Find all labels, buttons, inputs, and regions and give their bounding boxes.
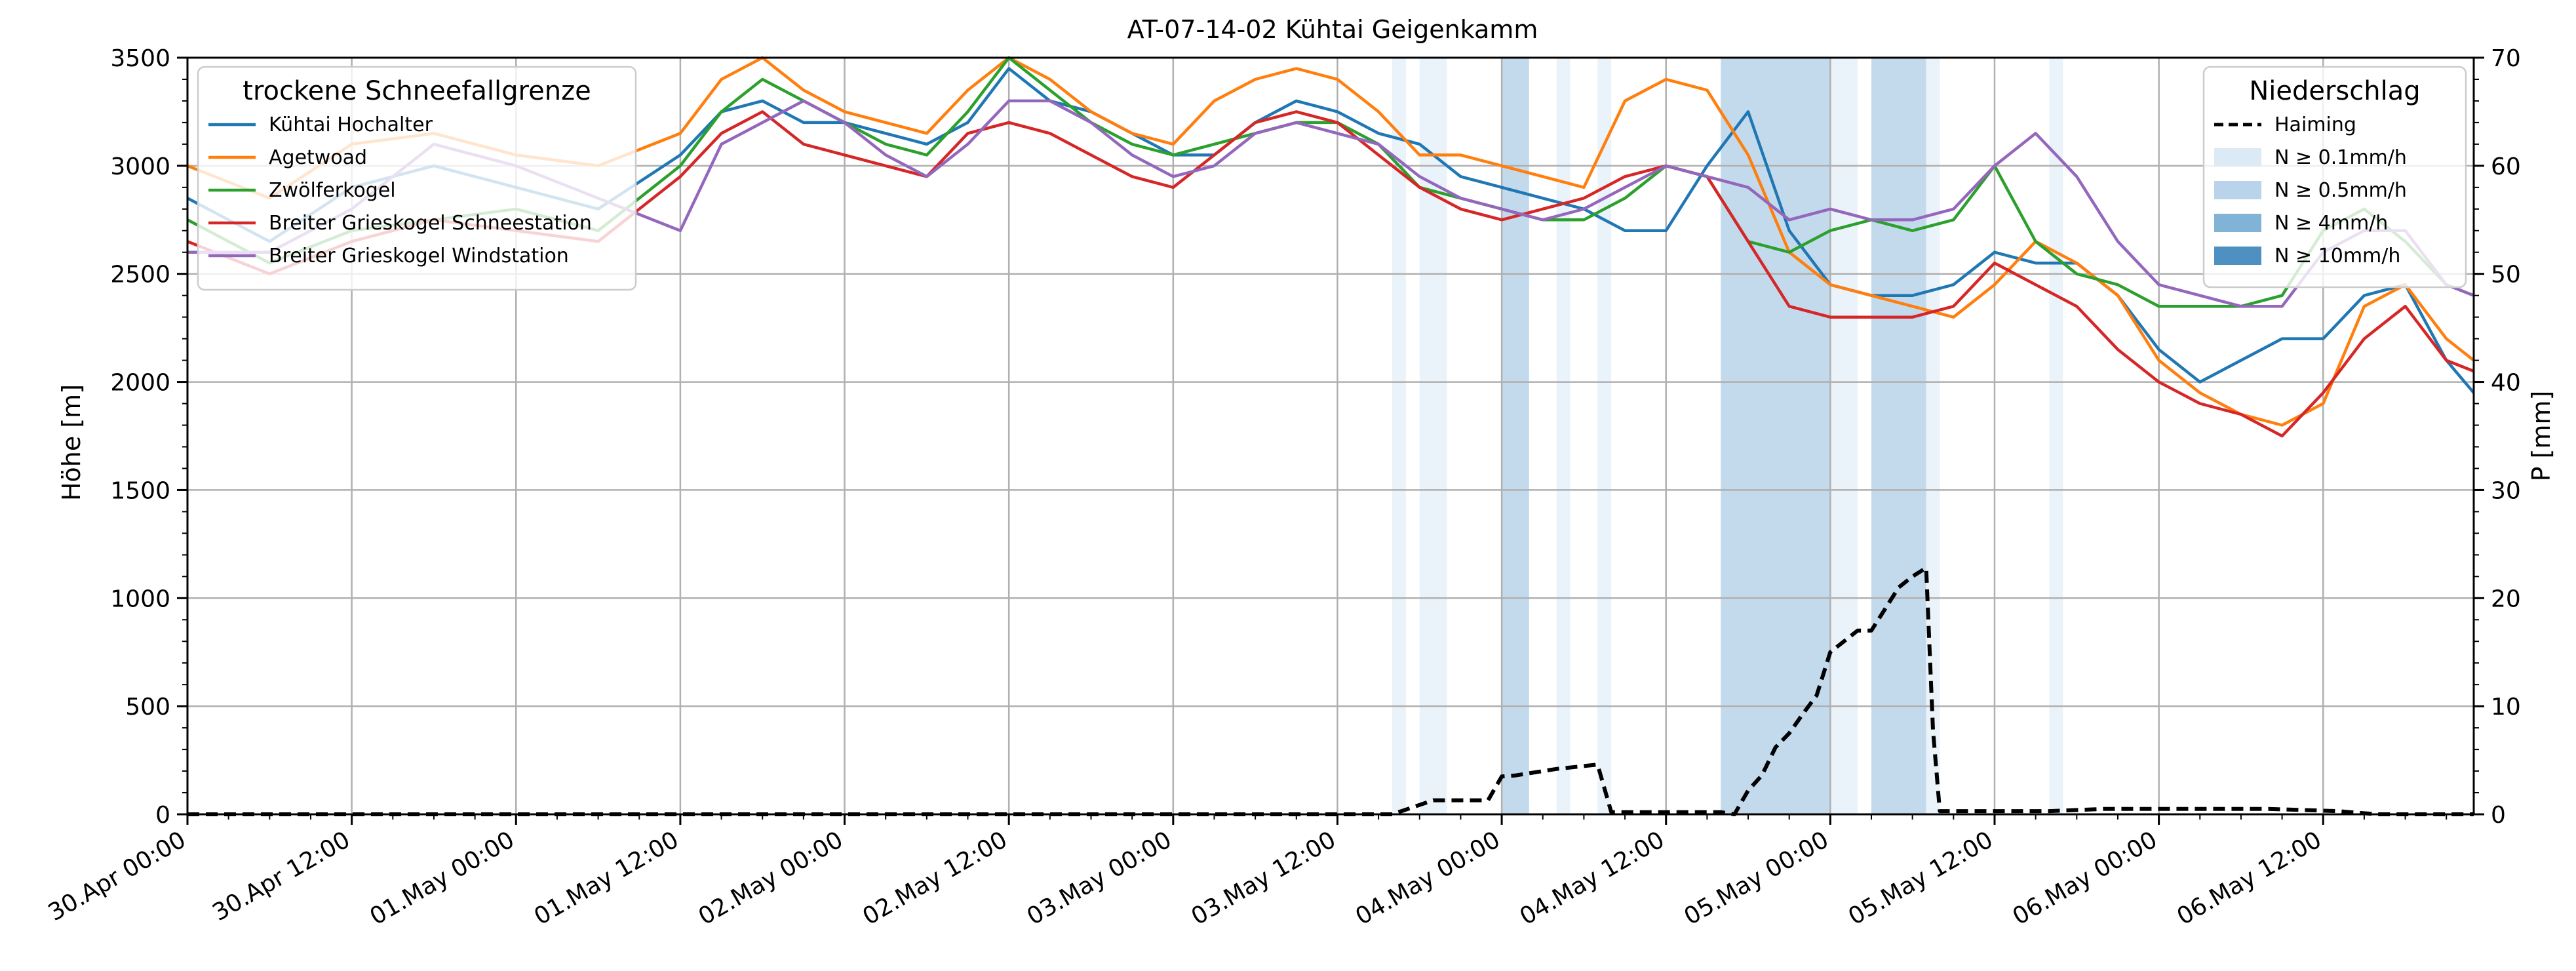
legend-left-label: Zwölferkogel <box>269 179 396 202</box>
precip-band-9 <box>2049 58 2063 814</box>
legend-left-label: Breiter Grieskogel Schneestation <box>269 212 592 235</box>
precip-band-2 <box>1502 58 1529 814</box>
legend-left-box <box>197 66 637 291</box>
x-tick-label: 03.May 12:00 <box>1187 826 1340 930</box>
x-tick-label: 05.May 12:00 <box>1844 826 1997 930</box>
x-tick-label: 30.Apr 00:00 <box>44 826 191 926</box>
legend-snowline: trockene Schneefallgrenze Kühtai Hochalte… <box>197 66 637 291</box>
x-tick-label: 02.May 12:00 <box>858 826 1011 930</box>
y2-tick-label: 10 <box>2491 694 2521 721</box>
y-tick-label: 1000 <box>110 585 170 612</box>
precip-band-5 <box>1721 58 1831 814</box>
x-tick-label: 04.May 12:00 <box>1515 826 1669 930</box>
y-tick-label: 500 <box>125 694 170 721</box>
precip-band-6 <box>1830 58 1858 814</box>
y-tick-label: 3000 <box>110 153 170 180</box>
plot-frame <box>186 56 2475 816</box>
chart-title: AT-07-14-02 Kühtai Geigenkamm <box>1127 15 1538 44</box>
y2-tick-label: 50 <box>2491 262 2521 288</box>
precip-band-8 <box>1926 58 1940 814</box>
legend-precipitation: Niederschlag Haiming N ≥ 0.1mm/h N ≥ 0.5mm/… <box>2202 66 2467 288</box>
x-tick-label: 06.May 00:00 <box>2008 826 2162 930</box>
legend-right-label: N ≥ 4mm/h <box>2274 212 2388 235</box>
x-tick-label: 04.May 00:00 <box>1351 826 1504 930</box>
y-tick-label: 2500 <box>110 262 170 288</box>
y-tick-label: 1500 <box>110 477 170 504</box>
y2-tick-label: 30 <box>2491 477 2521 504</box>
legend-right-swatch <box>2214 181 2261 199</box>
precip-band-3 <box>1556 58 1571 814</box>
legend-right-label: N ≥ 10mm/h <box>2274 245 2400 268</box>
precip-band-4 <box>1597 58 1612 814</box>
x-tick-label: 30.Apr 12:00 <box>208 826 355 926</box>
y-tick-label: 0 <box>155 802 170 829</box>
legend-left-label: Breiter Grieskogel Windstation <box>269 245 569 268</box>
x-tick-label: 02.May 00:00 <box>694 826 848 930</box>
precip-band-0 <box>1392 58 1406 814</box>
y2-tick-label: 0 <box>2491 802 2506 829</box>
y-axis-title: Höhe [m] <box>57 384 86 501</box>
x-tick-label: 01.May 00:00 <box>365 826 518 930</box>
legend-left-title: trockene Schneefallgrenze <box>243 76 591 106</box>
precip-band-7 <box>1871 58 1926 814</box>
x-tick-label: 06.May 12:00 <box>2172 826 2326 930</box>
legend-right-swatch <box>2214 247 2261 265</box>
series-line-3 <box>187 110 2474 438</box>
y-tick-label: 3500 <box>110 45 170 72</box>
precip-bands <box>1392 58 2063 814</box>
series-line-5 <box>187 566 2474 816</box>
legend-right-label: Haiming <box>2274 113 2356 136</box>
x-tick-label: 03.May 00:00 <box>1023 826 1176 930</box>
x-tick-label: 05.May 00:00 <box>1680 826 1833 930</box>
x-tick-label: 01.May 12:00 <box>530 826 683 930</box>
legend-right-title: Niederschlag <box>2249 76 2420 106</box>
y2-tick-label: 70 <box>2491 45 2521 72</box>
series-line-1 <box>187 56 2475 427</box>
legend-right-swatch <box>2214 214 2261 232</box>
series-line-4 <box>187 99 2474 308</box>
legend-left-label: Kühtai Hochalter <box>269 113 433 136</box>
y2-tick-label: 60 <box>2491 153 2521 180</box>
precip-band-1 <box>1419 58 1447 814</box>
y2-tick-label: 40 <box>2491 370 2521 397</box>
legend-right-swatch <box>2214 148 2261 167</box>
series-line-0 <box>186 67 2475 394</box>
y2-tick-label: 20 <box>2491 585 2521 612</box>
legend-right-label: N ≥ 0.1mm/h <box>2274 146 2407 169</box>
legend-right-box <box>2202 66 2467 288</box>
y2-axis-title: P [mm] <box>2527 391 2556 482</box>
legend-right-label: N ≥ 0.5mm/h <box>2274 179 2407 202</box>
y-tick-label: 2000 <box>110 370 170 397</box>
legend-left-label: Agetwoad <box>269 146 367 169</box>
series-lines <box>186 56 2475 816</box>
